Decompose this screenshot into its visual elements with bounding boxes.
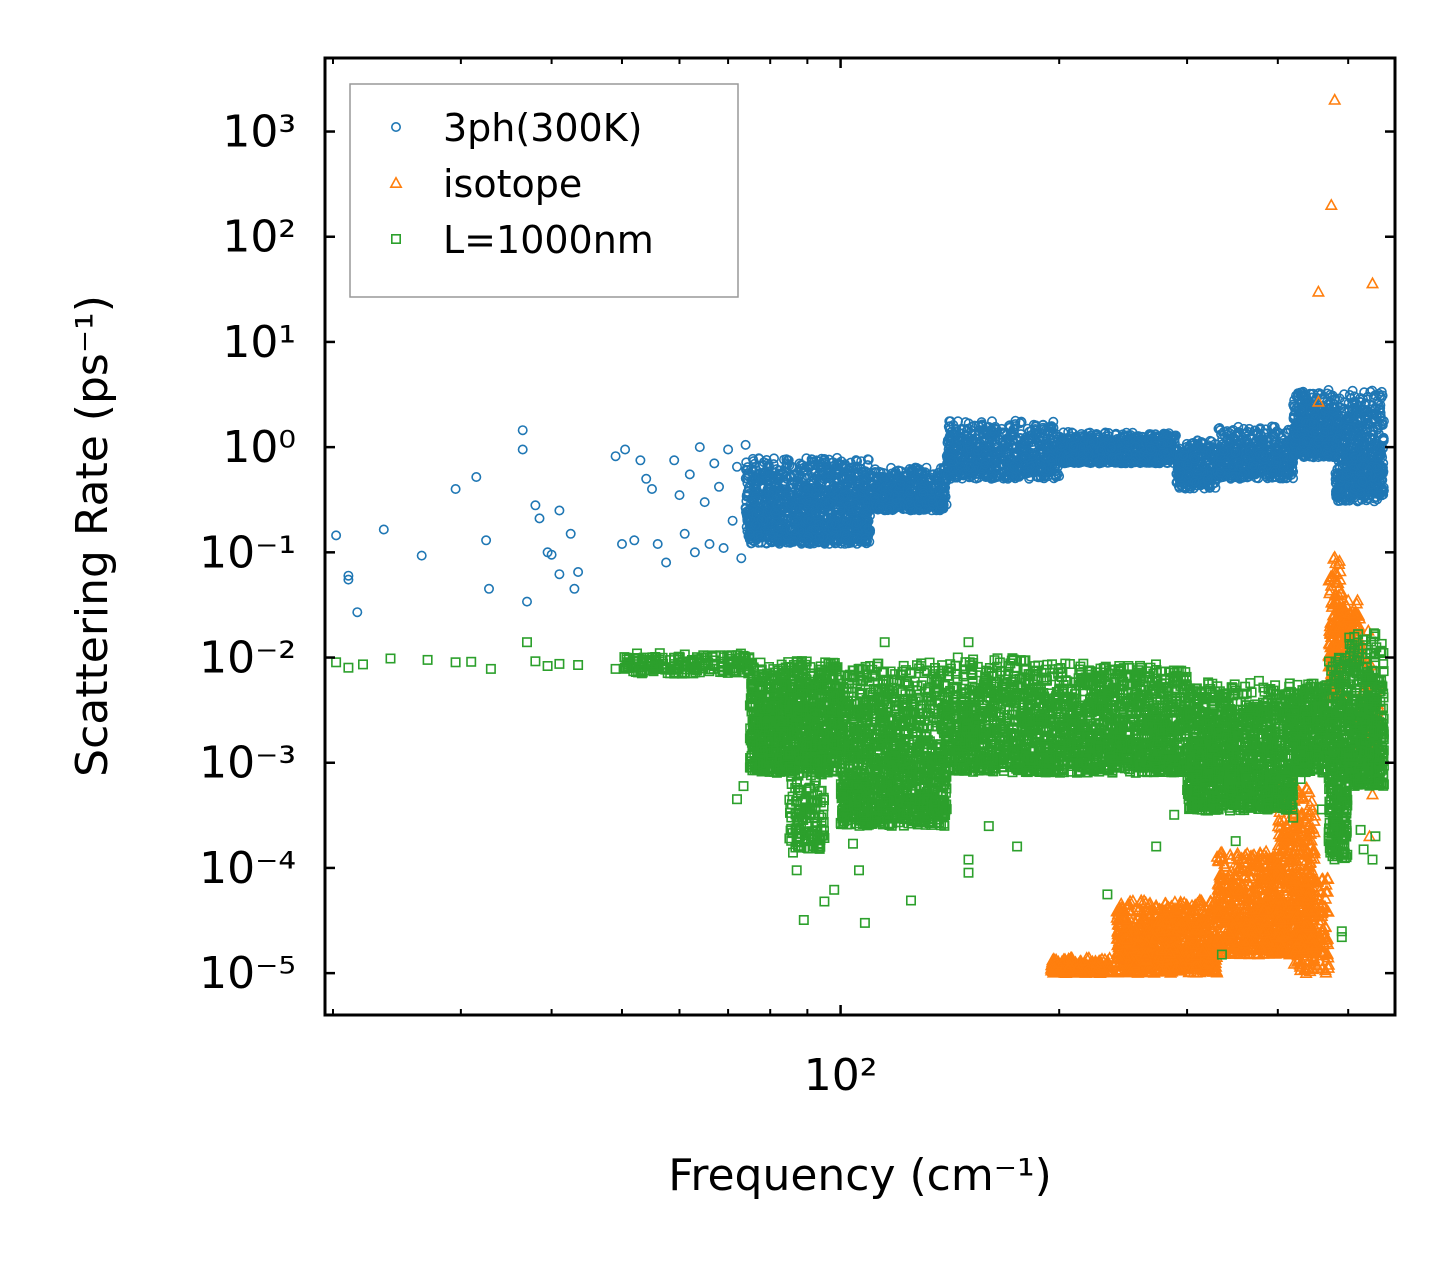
series-3ph-300k- [331,384,1389,618]
data-points-layer [331,93,1389,979]
